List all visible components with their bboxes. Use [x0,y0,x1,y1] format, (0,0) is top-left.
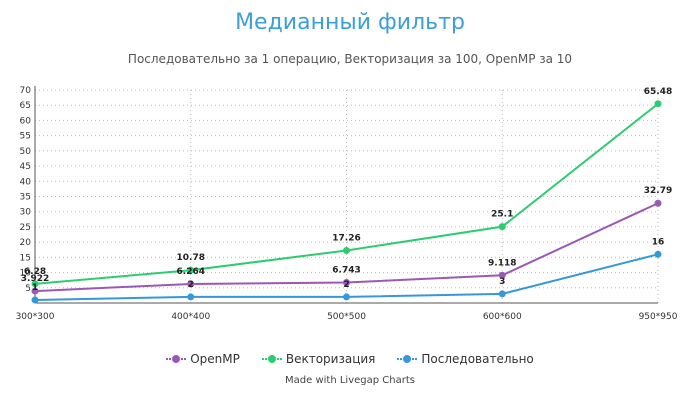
data-point[interactable] [31,296,39,304]
y-tick-label: 35 [20,193,31,203]
y-tick-label: 15 [20,253,31,263]
data-point[interactable] [31,287,39,295]
x-tick-label: 400*400 [171,312,210,322]
legend-label: OpenMP [190,352,240,366]
y-tick-label: 55 [20,132,31,142]
series-line-2 [34,253,659,301]
legend-item-vectorization[interactable]: Векторизация [261,352,376,366]
y-tick-label: 45 [20,162,31,172]
legend-marker-icon [261,354,282,364]
data-label: 6.28 [24,267,46,277]
data-point[interactable] [187,280,195,288]
data-point[interactable] [498,290,506,298]
legend: OpenMP Векторизация Последовательно [0,352,700,366]
x-tick-label: 300*300 [16,312,55,322]
data-point[interactable] [187,266,195,274]
y-tick-label: 40 [20,177,32,187]
legend-marker-icon [166,354,187,364]
y-tick-label: 60 [20,116,32,126]
data-point[interactable] [654,199,662,207]
credit-text: Made with Livegap Charts [285,375,415,386]
legend-label: Последовательно [421,352,534,366]
data-label: 1 [32,283,38,293]
data-label: 16 [652,237,665,247]
data-point[interactable] [343,293,350,301]
y-tick-label: 70 [20,86,32,96]
data-label: 3.922 [21,274,49,284]
data-point[interactable] [343,246,350,254]
data-label: 17.26 [332,233,360,243]
legend-marker-icon [397,354,418,364]
data-point[interactable] [654,100,662,108]
series-layer [31,100,662,304]
chart-subtitle: Последовательно за 1 операцию, Векториза… [127,52,573,66]
data-point[interactable] [498,271,506,279]
data-point[interactable] [654,250,662,258]
legend-label: Векторизация [285,352,376,366]
data-label: 3 [499,277,505,287]
y-tick-label: 10 [20,269,32,279]
x-tick-label: 500*500 [327,312,366,322]
data-labels: 3.922 6.264 6.743 9.118 32.79 6.28 10.78 17.26 2… [21,87,672,293]
y-tick-label: 30 [20,208,32,218]
data-point[interactable] [343,278,350,286]
axes [34,86,658,304]
y-axis-ticks: 5 10 15 20 25 30 35 40 45 50 55 60 65 70 [20,86,32,294]
x-axis-ticks: 300*300 400*400 500*500 600*600 950*950 [16,312,678,322]
chart-title: Медианный фильтр [235,10,465,35]
data-point[interactable] [187,293,195,301]
data-label: 2 [343,280,349,290]
y-tick-label: 5 [25,284,31,294]
x-tick-label: 600*600 [483,312,522,322]
data-label: 10.78 [177,253,205,263]
data-label: 6.743 [332,265,360,275]
x-tick-label: 950*950 [639,312,678,322]
y-tick-label: 25 [20,223,31,233]
data-point[interactable] [498,223,506,231]
data-label: 25.1 [491,210,513,220]
legend-item-sequential[interactable]: Последовательно [397,352,534,366]
y-tick-label: 50 [20,147,32,157]
data-label: 65.48 [644,87,672,97]
y-tick-label: 20 [20,238,32,248]
data-point[interactable] [31,280,39,288]
data-label: 9.118 [488,258,516,268]
y-tick-label: 65 [20,101,31,111]
data-label: 32.79 [644,186,672,196]
data-label: 6.264 [177,267,205,277]
data-label: 2 [188,280,194,290]
legend-item-openmp[interactable]: OpenMP [166,352,240,366]
